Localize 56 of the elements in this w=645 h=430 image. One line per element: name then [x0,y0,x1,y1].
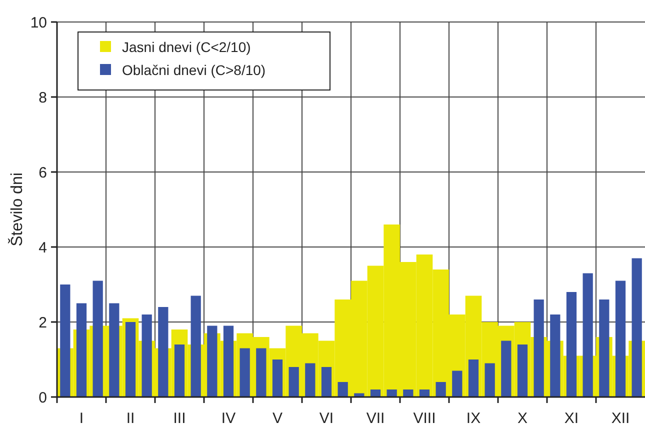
x-tick-label: XII [611,410,630,427]
bar [305,363,316,397]
x-tick-label: III [173,410,186,427]
bar [338,382,348,397]
bar [517,344,528,397]
bar [615,280,626,397]
x-tick-label: X [517,410,528,427]
bar [484,363,495,397]
legend-label: Jasni dnevi (C<2/10) [122,38,251,55]
bar [125,322,136,397]
bar [370,390,381,397]
bar [599,300,610,397]
y-tick-label: 2 [38,314,47,332]
x-tick-label: VI [319,410,334,427]
legend-label: Oblačni dnevi (C>8/10) [122,62,266,78]
bar [403,390,414,397]
bar [207,326,218,397]
bar [174,344,185,397]
bar [256,348,266,397]
y-tick-label: 6 [38,164,47,182]
y-axis-title: Število dni [8,172,26,246]
bar [468,360,479,397]
bar [76,303,87,397]
bar [142,314,152,397]
bar [60,284,70,397]
x-tick-label: IX [466,410,481,427]
bar [386,390,397,397]
y-tick-label: 4 [38,239,47,256]
bar [321,367,332,397]
bar [550,314,560,397]
x-tick-label: II [126,410,135,427]
bar [452,370,462,397]
x-tick-label: VII [366,410,385,427]
x-tick-label: I [79,410,84,427]
bar [436,382,446,397]
x-tick-label: VIII [413,410,436,427]
bar [109,303,120,397]
bar [240,348,250,397]
y-tick-label: 0 [38,389,47,406]
bar [419,390,430,397]
bar [158,307,168,397]
bar [632,258,642,397]
x-tick-label: V [272,410,283,427]
bar [272,360,283,397]
bar [566,292,577,397]
bar [92,280,103,397]
bar [534,300,544,397]
bar [288,367,299,397]
bar [223,326,234,397]
bar [582,273,593,397]
x-tick-label: XI [564,410,579,427]
y-tick-label: 10 [30,14,47,32]
bar [190,296,201,397]
bar [501,340,512,397]
x-tick-label: IV [221,410,236,427]
y-tick-label: 8 [38,89,47,106]
